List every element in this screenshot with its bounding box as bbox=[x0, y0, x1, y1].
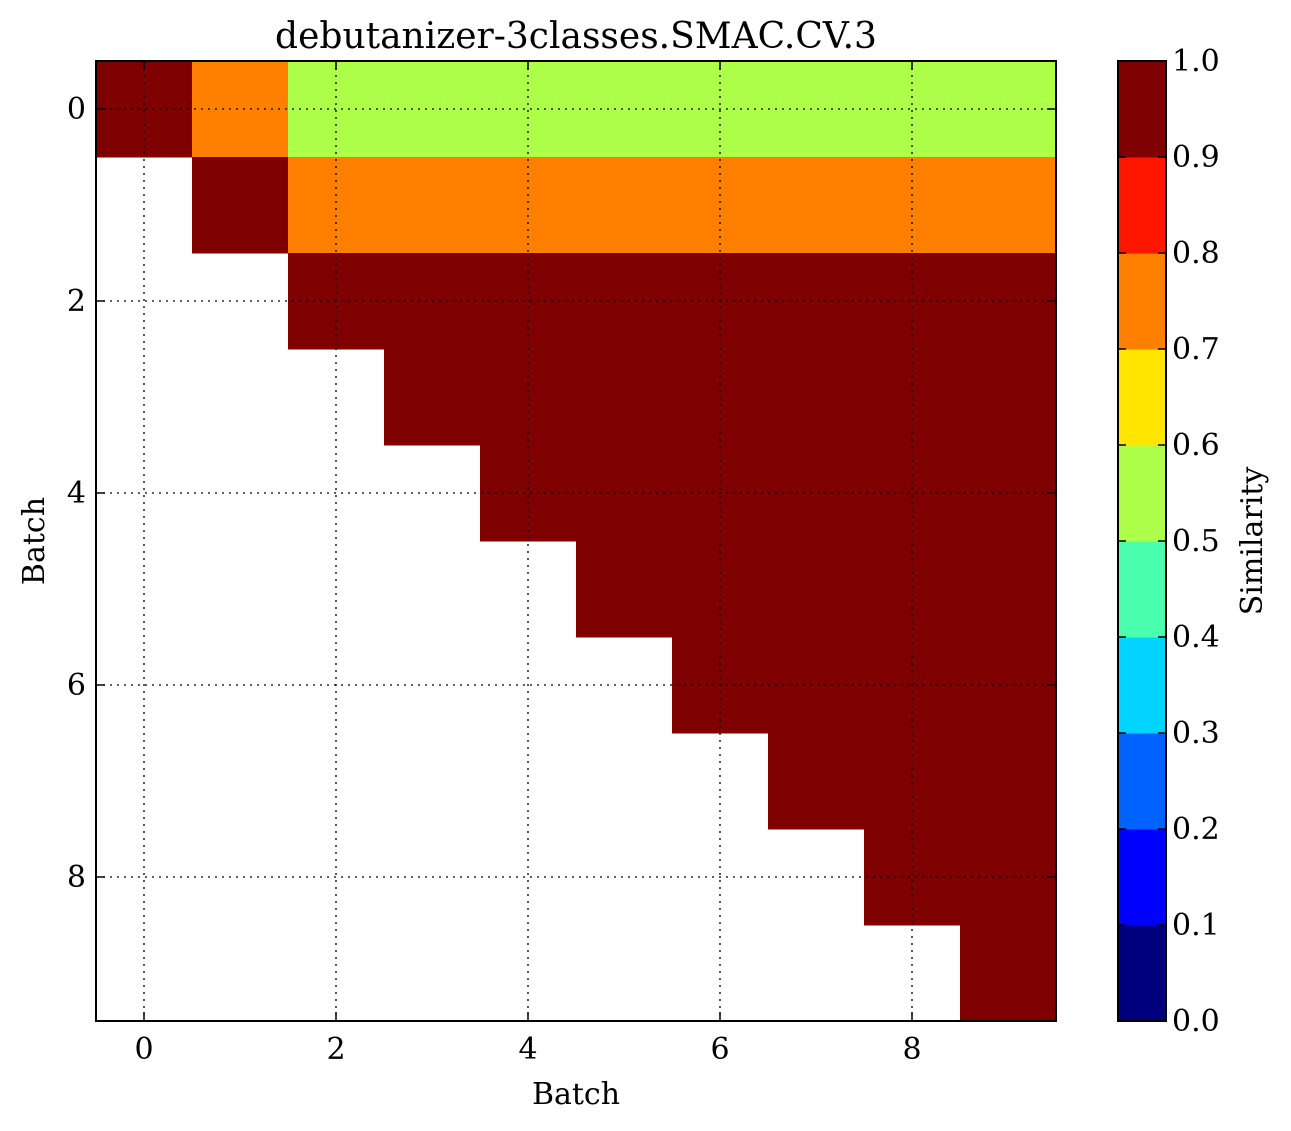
x-tick-label: 0 bbox=[134, 1032, 153, 1067]
heatmap-cell-r2-c2 bbox=[288, 253, 385, 350]
heatmap-cell-r0-c2 bbox=[288, 61, 385, 158]
colorbar-tick-label: 0.1 bbox=[1172, 908, 1220, 943]
colorbar-segment bbox=[1118, 253, 1166, 350]
heatmap-cell-r5-c9 bbox=[960, 541, 1057, 638]
plot-frame bbox=[95, 60, 1057, 1022]
heatmap-cell-r3-c3 bbox=[384, 349, 481, 446]
heatmap-cell-r0-c7 bbox=[768, 61, 865, 158]
heatmap-cell-r2-c7 bbox=[768, 253, 865, 350]
x-tick-label: 8 bbox=[902, 1032, 921, 1067]
colorbar-tick-label: 0.2 bbox=[1172, 812, 1220, 847]
colorbar-tick-label: 0.9 bbox=[1172, 140, 1220, 175]
heatmap-cell-r7-c7 bbox=[768, 733, 865, 830]
y-tick-label: 0 bbox=[67, 92, 86, 127]
colorbar-segment bbox=[1118, 637, 1166, 734]
heatmap-cell-r5-c8 bbox=[864, 541, 961, 638]
colorbar-label: Similarity bbox=[1235, 467, 1270, 616]
heatmap-cell-r4-c5 bbox=[576, 445, 673, 542]
axis-ticks: 0 2 4 6 8 0 2 4 6 8 bbox=[67, 61, 1056, 1067]
heatmap-cell-r5-c6 bbox=[672, 541, 769, 638]
heatmap-cell-r1-c5 bbox=[576, 157, 673, 254]
heatmap-cell-r3-c5 bbox=[576, 349, 673, 446]
heatmap-cell-r0-c5 bbox=[576, 61, 673, 158]
heatmap-cell-r0-c9 bbox=[960, 61, 1057, 158]
colorbar-segment bbox=[1118, 829, 1166, 926]
colorbar-segment bbox=[1118, 157, 1166, 254]
heatmap-cell-r1-c9 bbox=[960, 157, 1057, 254]
colorbar-segment bbox=[1118, 349, 1166, 446]
heatmap-cell-r5-c7 bbox=[768, 541, 865, 638]
heatmap-cell-r4-c9 bbox=[960, 445, 1057, 542]
grid-lines bbox=[96, 61, 1056, 1021]
heatmap-cell-r1-c8 bbox=[864, 157, 961, 254]
x-tick-label: 4 bbox=[518, 1032, 537, 1067]
colorbar-tick-label: 0.8 bbox=[1172, 236, 1220, 271]
heatmap-cell-r1-c7 bbox=[768, 157, 865, 254]
colorbar-tick-label: 0.3 bbox=[1172, 716, 1220, 751]
heatmap-cell-r1-c6 bbox=[672, 157, 769, 254]
heatmap-cell-r1-c4 bbox=[480, 157, 577, 254]
y-tick-label: 2 bbox=[67, 284, 86, 319]
y-axis-label: Batch bbox=[17, 497, 52, 585]
colorbar-tick-label: 0.5 bbox=[1172, 524, 1220, 559]
colorbar-tick-label: 0.4 bbox=[1172, 620, 1220, 655]
heatmap-cell-r1-c1 bbox=[192, 157, 289, 254]
colorbar-segment bbox=[1118, 925, 1166, 1022]
colorbar-segment bbox=[1118, 445, 1166, 542]
heatmap-cell-r2-c9 bbox=[960, 253, 1057, 350]
heatmap-cell-r8-c8 bbox=[864, 829, 961, 926]
colorbar-tick-label: 1.0 bbox=[1172, 44, 1220, 79]
heatmap-cell-r3-c7 bbox=[768, 349, 865, 446]
heatmap-cell-r3-c9 bbox=[960, 349, 1057, 446]
heatmap-cell-r7-c8 bbox=[864, 733, 961, 830]
colorbar-tick-label: 0.6 bbox=[1172, 428, 1220, 463]
x-axis-label: Batch bbox=[532, 1077, 620, 1112]
chart-title: debutanizer-3classes.SMAC.CV.3 bbox=[275, 16, 877, 57]
heatmap-cells bbox=[96, 61, 1057, 1022]
heatmap-cell-r1-c2 bbox=[288, 157, 385, 254]
heatmap-cell-r5-c5 bbox=[576, 541, 673, 638]
colorbar-segment bbox=[1118, 61, 1166, 158]
heatmap-cell-r0-c0 bbox=[96, 61, 193, 158]
heatmap-cell-r4-c4 bbox=[480, 445, 577, 542]
y-tick-label: 6 bbox=[67, 668, 86, 703]
colorbar-tick-label: 0.7 bbox=[1172, 332, 1220, 367]
heatmap-cell-r4-c8 bbox=[864, 445, 961, 542]
heatmap-cell-r7-c9 bbox=[960, 733, 1057, 830]
heatmap-cell-r6-c7 bbox=[768, 637, 865, 734]
heatmap-cell-r4-c7 bbox=[768, 445, 865, 542]
heatmap-cell-r6-c9 bbox=[960, 637, 1057, 734]
colorbar-segment bbox=[1118, 733, 1166, 830]
heatmap-cell-r9-c9 bbox=[960, 925, 1057, 1022]
y-tick-label: 4 bbox=[67, 476, 86, 511]
heatmap-cell-r0-c1 bbox=[192, 61, 289, 158]
colorbar-tick-label: 0.0 bbox=[1172, 1004, 1220, 1039]
colorbar: 0.0 0.1 0.2 0.3 0.4 0.5 0.6 0.7 0.8 0.9 1.0 bbox=[1117, 44, 1220, 1039]
y-tick-label: 8 bbox=[67, 860, 86, 895]
heatmap-cell-r8-c9 bbox=[960, 829, 1057, 926]
colorbar-segment bbox=[1118, 541, 1166, 638]
x-tick-label: 6 bbox=[710, 1032, 729, 1067]
heatmap-cell-r1-c3 bbox=[384, 157, 481, 254]
heatmap-cell-r2-c5 bbox=[576, 253, 673, 350]
x-tick-label: 2 bbox=[326, 1032, 345, 1067]
